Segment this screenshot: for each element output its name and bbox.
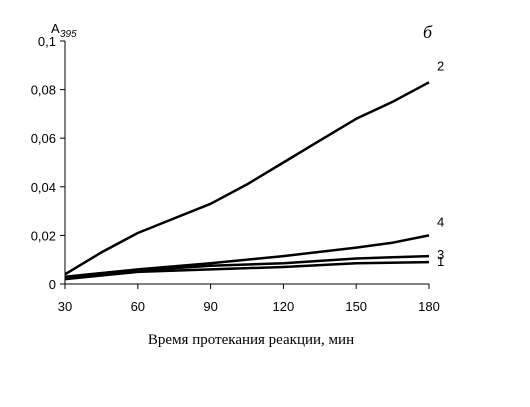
y-axis-title: A 395 xyxy=(51,21,77,40)
y-tick-label: 0,06 xyxy=(31,131,56,146)
series-line-1 xyxy=(64,260,430,281)
series-line-2 xyxy=(64,81,430,276)
panel-letter: б xyxy=(423,22,433,42)
x-tick-label: 30 xyxy=(58,299,72,314)
x-tick-label: 60 xyxy=(131,299,145,314)
y-axis-title-main: A xyxy=(51,21,60,36)
series-label-1: 1 xyxy=(437,254,444,269)
x-tick-label: 90 xyxy=(203,299,217,314)
y-tick-label: 0,1 xyxy=(38,34,56,49)
y-tick-label: 0,08 xyxy=(31,83,56,98)
x-tick-label: 180 xyxy=(418,299,440,314)
series-lines xyxy=(64,81,430,281)
y-tick-label: 0 xyxy=(49,277,56,292)
x-ticks: 30 60 90 120 150 180 xyxy=(58,284,440,314)
series-label-4: 4 xyxy=(437,214,444,229)
x-tick-label: 120 xyxy=(273,299,295,314)
series-label-3: 3 xyxy=(437,247,444,262)
y-axis-title-subscript: 395 xyxy=(60,29,77,40)
y-tick-label: 0,02 xyxy=(31,228,56,243)
y-tick-label: 0,04 xyxy=(31,180,56,195)
series-labels: 13 4 2 xyxy=(437,58,444,269)
series-line-4 xyxy=(64,234,430,278)
y-ticks: 0 0,02 0,04 0,06 0,08 0,1 xyxy=(31,34,65,292)
series-label-2: 2 xyxy=(437,58,444,73)
x-axis-title: Время протекания реакции, мин xyxy=(148,332,354,348)
x-tick-label: 150 xyxy=(345,299,367,314)
